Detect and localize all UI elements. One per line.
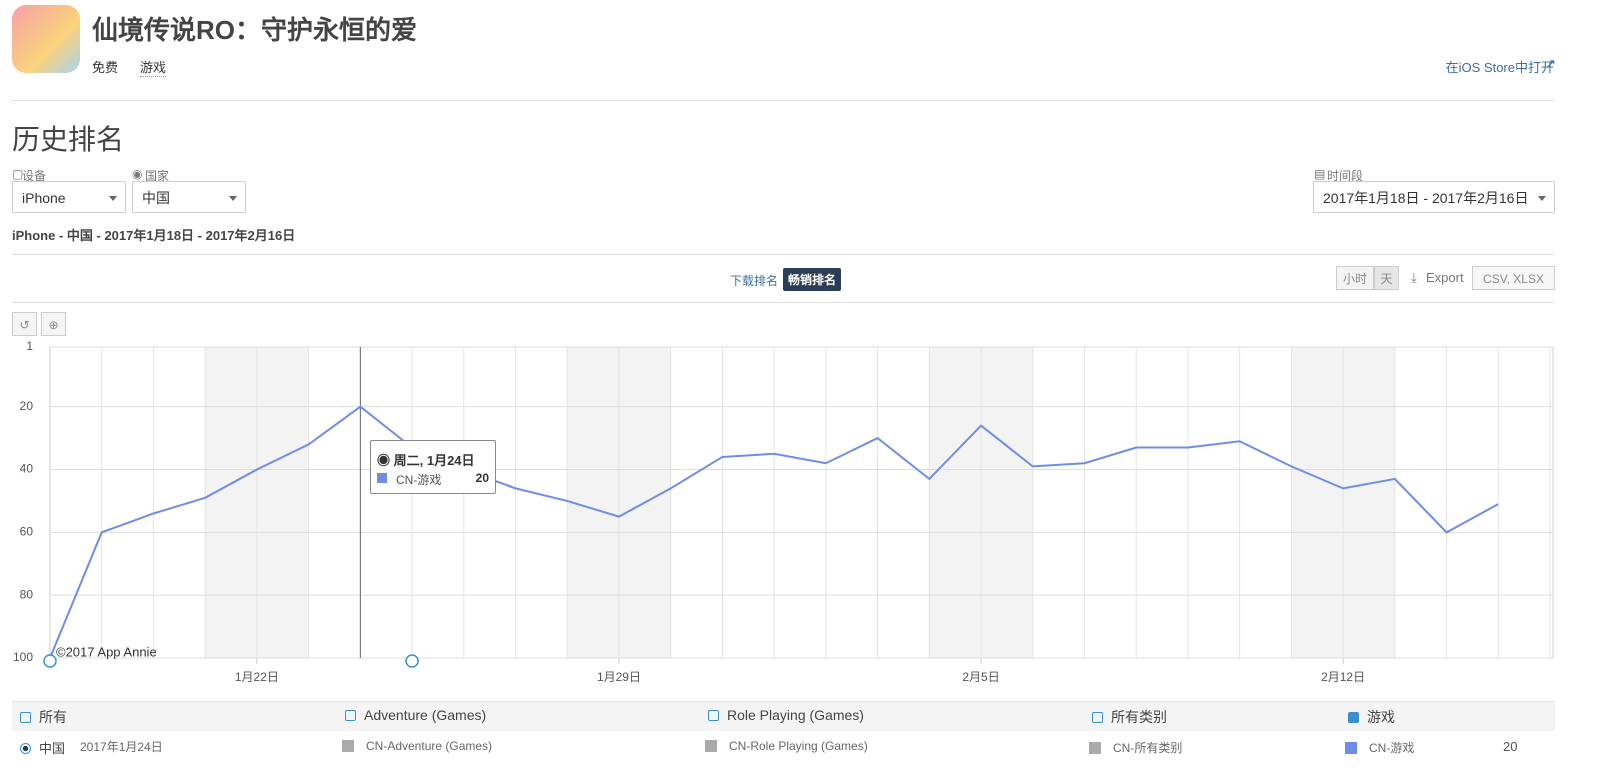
reset-button[interactable]: ↺: [12, 312, 37, 336]
legend-header-text: Adventure (Games): [364, 707, 487, 723]
row-series: CN-所有类别: [1089, 739, 1182, 756]
event-flag: [43, 654, 57, 668]
row-country-text: 中国: [39, 741, 66, 756]
row-country: 中国: [20, 738, 65, 757]
export-icon: ⤓: [1411, 270, 1417, 285]
tooltip-value: 20: [475, 471, 489, 485]
period-select[interactable]: 2017年1月18日 - 2017年2月16日: [1313, 181, 1555, 213]
y-tick-label: 80: [20, 587, 34, 601]
row-date: 2017年1月24日: [80, 738, 163, 755]
tooltip-swatch: [377, 473, 387, 483]
tab-active[interactable]: 畅销排名: [783, 268, 842, 291]
app-icon: [12, 5, 80, 73]
tooltip-series: CN-游戏: [396, 473, 442, 487]
divider: [12, 254, 1554, 255]
section-title: 历史排名: [12, 124, 125, 155]
device-select[interactable]: iPhone: [12, 181, 126, 213]
legend-header-text: 所有类别: [1111, 709, 1167, 725]
summary: iPhone - 中国 - 2017年1月18日 - 2017年2月16日: [12, 228, 296, 243]
row-series: CN-Adventure (Games): [342, 739, 492, 753]
tooltip: ◉ 周二, 1月24日 CN-游戏 20: [370, 440, 496, 494]
event-flag: [405, 654, 419, 668]
zoom-button[interactable]: ⊕: [41, 312, 66, 336]
x-tick-label: 1月29日: [597, 670, 641, 684]
tooltip-date: 周二, 1月24日: [393, 453, 475, 468]
legend-header[interactable]: 所有类别: [1092, 707, 1167, 727]
x-tick-label: 2月12日: [1321, 670, 1365, 684]
country-label: 国家: [145, 169, 170, 183]
row-series-text: CN-Adventure (Games): [366, 739, 493, 753]
y-tick-label: 1: [26, 339, 33, 353]
legend-header-row: [12, 701, 1555, 731]
divider: [12, 302, 1554, 303]
y-tick-label: 60: [20, 525, 34, 539]
legend-header-text: 所有: [39, 709, 67, 725]
export-label: Export: [1426, 270, 1464, 285]
country-select[interactable]: 中国: [132, 181, 246, 213]
legend-header[interactable]: Role Playing (Games): [708, 707, 864, 723]
y-tick-label: 100: [13, 650, 33, 664]
y-tick-label: 20: [20, 399, 34, 413]
legend-header-text: Role Playing (Games): [727, 707, 864, 723]
price: 免费: [92, 60, 119, 75]
globe-icon: ◉: [132, 167, 143, 181]
hour-button[interactable]: 小时: [1336, 266, 1374, 290]
row-value-text: 20: [1503, 739, 1518, 754]
period-label: 时间段: [1327, 169, 1364, 183]
legend-header[interactable]: Adventure (Games): [345, 707, 486, 723]
store-link[interactable]: 在iOS Store中打开: [1445, 60, 1554, 75]
x-tick-label: 1月22日: [235, 670, 279, 684]
x-tick-label: 2月5日: [962, 670, 999, 684]
row-series-text: CN-游戏: [1369, 741, 1415, 755]
y-tick-label: 40: [20, 462, 34, 476]
device-label: 设备: [22, 169, 47, 183]
device-icon: ▢: [12, 167, 24, 181]
row-series-text: CN-所有类别: [1113, 741, 1183, 755]
legend-header[interactable]: 游戏: [1348, 707, 1395, 727]
row-date-text: 2017年1月24日: [80, 740, 163, 754]
tab[interactable]: 下载排名: [730, 274, 779, 288]
calendar-icon: ▤: [1314, 167, 1326, 181]
chart: 1 20 40 60 80 100 1月22日 1月29日 2月5日 2月12日 ©2017 App…: [13, 339, 1554, 684]
series-line: [49, 405, 1499, 659]
divider: [12, 100, 1554, 101]
genre-link[interactable]: 游戏: [140, 57, 167, 77]
credit: ©2017 App Annie: [56, 644, 157, 659]
export-formats[interactable]: CSV, XLSX: [1472, 266, 1555, 290]
external-icon: ↗: [1545, 56, 1556, 71]
legend-header-text: 游戏: [1367, 709, 1395, 725]
row-series: CN-游戏: [1345, 739, 1414, 756]
row-series-text: CN-Role Playing (Games): [729, 739, 868, 753]
day-button[interactable]: 天: [1374, 266, 1399, 290]
legend-header[interactable]: 所有: [20, 707, 67, 727]
row-value: 20: [1503, 739, 1517, 754]
row-series: CN-Role Playing (Games): [705, 739, 868, 753]
app-title: 仙境传说RO：守护永恒的爱: [92, 15, 418, 45]
